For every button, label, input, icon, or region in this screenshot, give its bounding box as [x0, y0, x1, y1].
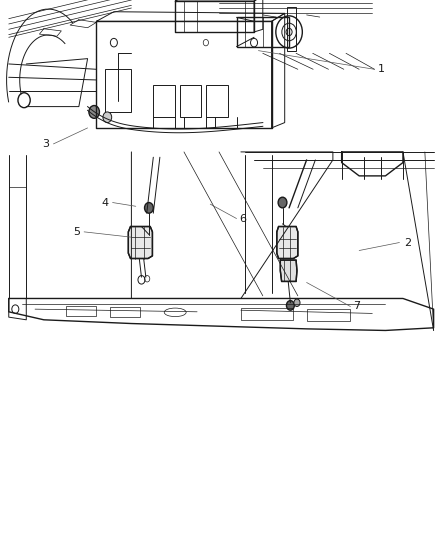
Polygon shape — [280, 260, 297, 281]
Text: 4: 4 — [102, 198, 109, 207]
Circle shape — [286, 301, 294, 310]
Circle shape — [89, 106, 99, 118]
Bar — [105, 69, 131, 112]
Bar — [110, 307, 140, 317]
Text: 1: 1 — [378, 64, 385, 74]
Polygon shape — [277, 227, 298, 259]
Bar — [237, 17, 289, 47]
Polygon shape — [128, 227, 152, 259]
Bar — [307, 309, 350, 321]
Circle shape — [103, 112, 112, 123]
Bar — [287, 7, 296, 51]
Text: 2: 2 — [404, 238, 411, 247]
Text: 3: 3 — [42, 139, 49, 149]
Bar — [66, 306, 96, 316]
Bar — [153, 85, 175, 117]
Text: 5: 5 — [73, 227, 80, 237]
Bar — [241, 308, 293, 320]
Text: 7: 7 — [353, 302, 360, 311]
Text: 6: 6 — [240, 214, 247, 223]
Bar — [180, 85, 201, 117]
Bar — [206, 85, 228, 117]
Circle shape — [145, 203, 153, 213]
Circle shape — [278, 197, 287, 208]
Circle shape — [294, 299, 300, 306]
